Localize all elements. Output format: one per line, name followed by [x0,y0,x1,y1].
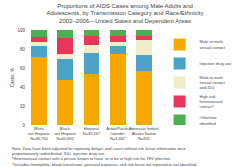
svg-text:0: 0 [22,123,25,128]
svg-text:20: 20 [20,104,26,109]
svg-text:100: 100 [17,28,25,33]
svg-text:American Indian/Alaska NativeN: American Indian/Alaska NativeN=825 [129,126,160,141]
svg-text:Male-to-malesexual contact: Male-to-malesexual contact [200,39,226,49]
svg-text:Asian/PacificIslanderN=1,667: Asian/PacificIslanderN=1,667 [106,126,129,141]
svg-text:Proportions of AIDS Cases amon: Proportions of AIDS Cases among Male Adu… [46,3,203,25]
svg-text:40: 40 [20,85,26,90]
svg-text:Other/notidentified: Other/notidentified [200,115,218,125]
svg-text:Note: Data have been adjusted: Note: Data have been adjusted for report… [12,146,197,167]
svg-text:Injection drug use: Injection drug use [200,61,232,66]
svg-text:Black,not HispanicN=60,692: Black,not HispanicN=60,692 [54,126,76,141]
svg-text:Cases, %: Cases, % [10,68,15,87]
svg-text:White,not HispanicN=46,750: White,not HispanicN=46,750 [28,126,50,141]
svg-text:High-riskheterosexualcontact*: High-riskheterosexualcontact* [200,94,223,109]
svg-text:60: 60 [20,66,26,71]
svg-text:HispanicN=30,167: HispanicN=30,167 [83,126,101,136]
svg-text:Male-to-malesexual contactand: Male-to-malesexual contactand IDU [200,75,226,90]
svg-text:80: 80 [20,47,26,52]
